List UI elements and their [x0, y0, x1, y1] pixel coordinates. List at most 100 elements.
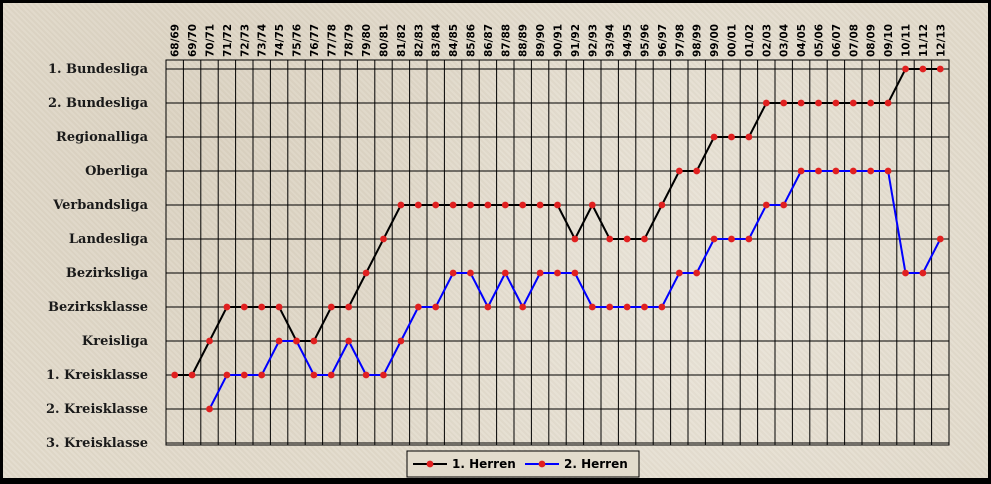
- data-point: [188, 371, 196, 379]
- data-point: [867, 167, 875, 175]
- data-point: [728, 133, 735, 141]
- data-point: [884, 167, 892, 175]
- data-point: [623, 303, 631, 311]
- data-point: [467, 269, 474, 277]
- data-point: [536, 269, 544, 277]
- data-point: [588, 303, 596, 311]
- data-point: [275, 337, 283, 345]
- legend-label: 2. Herren: [564, 457, 628, 471]
- x-tick-label: 84/85: [448, 24, 460, 57]
- data-point: [658, 303, 666, 311]
- y-tick-label: 2. Kreisklasse: [46, 402, 148, 417]
- data-point: [380, 371, 387, 379]
- y-tick-label: 3. Kreisklasse: [46, 436, 148, 451]
- data-point: [484, 303, 492, 311]
- data-point: [780, 201, 788, 209]
- data-point: [258, 371, 266, 379]
- data-point: [345, 337, 353, 345]
- x-tick-label: 75/76: [292, 24, 304, 57]
- data-point: [327, 303, 335, 311]
- data-point: [815, 167, 822, 175]
- data-point: [449, 201, 457, 209]
- x-tick-label: 85/86: [466, 24, 478, 57]
- data-point: [780, 99, 788, 107]
- x-tick-label: 11/12: [918, 24, 930, 57]
- data-point: [797, 99, 805, 107]
- data-point: [414, 303, 422, 311]
- data-point: [919, 65, 927, 73]
- x-tick-label: 92/93: [587, 24, 599, 57]
- y-tick-label: Bezirksklasse: [48, 300, 148, 315]
- data-point: [345, 303, 353, 311]
- data-point: [206, 337, 213, 345]
- data-point: [815, 99, 822, 107]
- x-tick-label: 91/92: [570, 24, 582, 57]
- data-point: [693, 167, 701, 175]
- x-tick-label: 99/00: [709, 24, 721, 57]
- x-tick-label: 94/95: [622, 24, 634, 57]
- data-point: [432, 303, 440, 311]
- data-point: [275, 303, 283, 311]
- x-tick-label: 88/89: [518, 24, 530, 57]
- x-tick-label: 10/11: [901, 24, 913, 57]
- y-tick-label: 1. Bundesliga: [48, 62, 149, 77]
- data-point: [432, 201, 440, 209]
- data-point: [588, 201, 596, 209]
- data-point: [762, 201, 770, 209]
- data-point: [902, 269, 909, 277]
- league-history-chart: 1. Bundesliga 2. Bundesliga Regionalliga Ob…: [46, 24, 950, 478]
- data-point: [936, 235, 944, 243]
- data-point: [623, 235, 631, 243]
- x-tick-label: 12/13: [935, 24, 947, 57]
- data-point: [310, 337, 318, 345]
- data-point: [536, 201, 544, 209]
- data-point: [762, 99, 770, 107]
- data-point: [206, 405, 213, 413]
- data-point: [919, 269, 927, 277]
- data-point: [258, 303, 266, 311]
- y-tick-label: Bezirksliga: [66, 266, 149, 281]
- data-point: [467, 201, 474, 209]
- data-point: [658, 201, 666, 209]
- data-point: [484, 201, 492, 209]
- legend-swatch-marker: [538, 460, 546, 468]
- data-point: [902, 65, 909, 73]
- x-tick-label: 87/88: [500, 24, 512, 57]
- series-2: [206, 167, 944, 413]
- x-tick-label: 71/72: [222, 24, 234, 57]
- data-point: [710, 235, 718, 243]
- x-tick-label: 83/84: [431, 24, 443, 57]
- y-tick-label: Kreisliga: [82, 334, 149, 349]
- x-tick-label: 01/02: [744, 24, 756, 57]
- x-tick-label: 77/78: [326, 24, 338, 57]
- data-point: [641, 303, 648, 311]
- x-tick-label: 74/75: [274, 24, 286, 57]
- x-tick-label: 03/04: [779, 24, 791, 57]
- y-tick-label: Landesliga: [69, 232, 149, 247]
- data-point: [867, 99, 875, 107]
- data-point: [745, 133, 753, 141]
- series-1: [171, 65, 944, 379]
- data-point: [571, 269, 579, 277]
- x-tick-label: 05/06: [814, 24, 826, 57]
- y-tick-label: 2. Bundesliga: [48, 96, 149, 111]
- data-point: [293, 337, 300, 345]
- data-point: [554, 201, 561, 209]
- series-line: [174, 68, 941, 376]
- data-point: [414, 201, 422, 209]
- data-point: [397, 201, 405, 209]
- y-tick-label: Verbandsliga: [52, 198, 148, 213]
- data-point: [310, 371, 318, 379]
- x-tick-label: 97/98: [674, 24, 686, 57]
- data-point: [849, 167, 857, 175]
- x-tick-label: 78/79: [344, 24, 356, 57]
- x-tick-label: 95/96: [640, 24, 652, 57]
- data-point: [501, 269, 509, 277]
- data-point: [171, 371, 179, 379]
- data-point: [397, 337, 405, 345]
- data-point: [675, 269, 683, 277]
- data-point: [380, 235, 387, 243]
- data-point: [606, 235, 614, 243]
- y-tick-label: Oberliga: [85, 164, 149, 179]
